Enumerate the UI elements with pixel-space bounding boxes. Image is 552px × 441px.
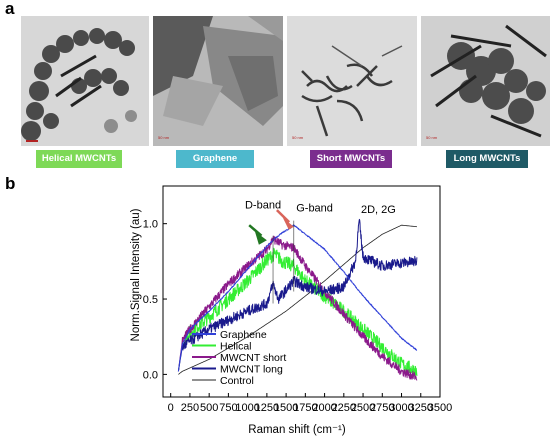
x-tick-label: 500 <box>200 402 218 414</box>
y-axis-label: Norm.Signal Intensity (au) <box>130 208 142 341</box>
legend-label-control: Control <box>220 375 254 387</box>
series-line-helical <box>177 247 418 378</box>
x-tick-label: 2500 <box>351 402 375 414</box>
x-tick-label: 2750 <box>370 402 394 414</box>
d-band-arrow <box>248 224 263 237</box>
x-axis-label: Raman shift (cm⁻¹) <box>248 424 346 436</box>
tem-image-helical <box>21 16 149 146</box>
panel-a-letter: a <box>5 0 15 18</box>
x-tick-label: 3500 <box>428 402 452 414</box>
legend-label-helical: Helical <box>220 341 252 353</box>
x-tick-label: 3250 <box>409 402 433 414</box>
scale-text: 50 nm <box>292 135 304 140</box>
raman-chart: 0.00.51.00 250 500 750100012501500175020002… <box>130 185 452 436</box>
panel-b-letter: b <box>5 174 16 193</box>
label-graphene-text: Graphene <box>192 153 238 164</box>
label-long-text: Long MWCNTs <box>453 153 521 164</box>
series-line-mwcnt-long <box>177 218 418 372</box>
annotation-2d-2g: 2D, 2G <box>361 204 396 216</box>
tem-image-short: 50 nm <box>287 16 417 146</box>
label-short: Short MWCNTs <box>310 150 392 168</box>
annotation-d-band: D-band <box>245 200 281 212</box>
y-tick-label: 1.0 <box>143 219 158 231</box>
scale-text: 50 nm <box>426 135 438 140</box>
legend-label-graphene: Graphene <box>220 329 267 341</box>
annotation-g-band: G-band <box>296 203 333 215</box>
plot-frame <box>162 185 441 398</box>
tem-image-graphene: 50 nm <box>153 16 283 146</box>
legend-label-mwcnt-long: MWCNT long <box>220 364 283 376</box>
legend-label-mwcnt-short: MWCNT short <box>220 352 286 364</box>
x-tick-label: 250 <box>181 402 199 414</box>
g-band-arrow <box>276 209 291 224</box>
x-tick-label: 2250 <box>332 402 356 414</box>
d-band-arrowhead <box>254 231 267 245</box>
label-graphene: Graphene <box>176 150 254 168</box>
label-short-text: Short MWCNTs <box>316 153 386 164</box>
series-line-graphene <box>177 224 418 372</box>
x-tick-label: 1250 <box>255 402 279 414</box>
scale-bar <box>26 140 38 142</box>
g-band-arrowhead <box>282 217 294 230</box>
scale-text: 50 nm <box>158 135 170 140</box>
x-tick-label: 0 <box>168 402 174 414</box>
series-line-mwcnt-short <box>177 235 418 381</box>
x-tick-label: 3000 <box>389 402 413 414</box>
x-tick-label: 1000 <box>235 402 259 414</box>
x-tick-label: 1750 <box>293 402 317 414</box>
x-tick-label: 1500 <box>274 402 298 414</box>
tem-image-long: 50 nm <box>421 16 550 146</box>
y-tick-label: 0.5 <box>143 294 158 306</box>
y-tick-label: 0.0 <box>143 369 158 381</box>
series-line-control <box>178 224 418 375</box>
x-tick-label: 2000 <box>312 402 336 414</box>
label-helical: Helical MWCNTs <box>36 150 122 168</box>
label-helical-text: Helical MWCNTs <box>41 153 117 164</box>
x-tick-label: 750 <box>219 402 237 414</box>
label-long: Long MWCNTs <box>446 150 528 168</box>
